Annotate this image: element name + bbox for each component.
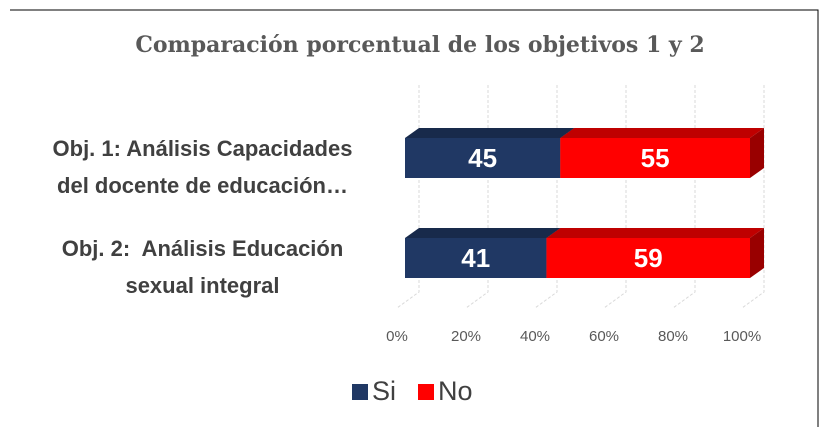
data-label: 45	[468, 143, 497, 173]
legend-label: Si	[372, 376, 396, 406]
x-tick-label: 60%	[589, 328, 619, 345]
legend-swatch	[418, 384, 434, 400]
grid-line	[534, 85, 558, 309]
bar-top	[405, 228, 561, 238]
x-tick-label: 0%	[386, 328, 408, 345]
bar-top	[405, 128, 575, 138]
data-label: 59	[634, 243, 663, 273]
chart-title: Comparación porcentual de los objetivos …	[135, 32, 704, 58]
grid-line	[741, 85, 765, 309]
x-tick-label: 80%	[658, 328, 688, 345]
legend-swatch	[352, 384, 368, 400]
bar	[405, 238, 547, 278]
bar-side	[750, 128, 764, 178]
data-label: 55	[641, 143, 670, 173]
legend-label: No	[438, 376, 473, 406]
grid-line	[396, 85, 420, 309]
category-label: Obj. 1: Análisis Capacidades del docente…	[52, 136, 353, 198]
x-tick-label: 40%	[520, 328, 550, 345]
bar	[560, 138, 750, 178]
grid-line	[465, 85, 489, 309]
x-tick-label: 100%	[723, 328, 761, 345]
bar-top	[560, 128, 764, 138]
x-tick-label: 20%	[451, 328, 481, 345]
bar	[405, 138, 561, 178]
category-label: Obj. 2: Análisis Educación sexual integr…	[61, 236, 344, 298]
bar-side	[750, 228, 764, 278]
bar-top	[546, 228, 764, 238]
bar	[546, 238, 750, 278]
data-label: 41	[461, 243, 490, 273]
grid-line	[603, 85, 627, 309]
grid-line	[672, 85, 696, 309]
frame	[10, 9, 819, 427]
